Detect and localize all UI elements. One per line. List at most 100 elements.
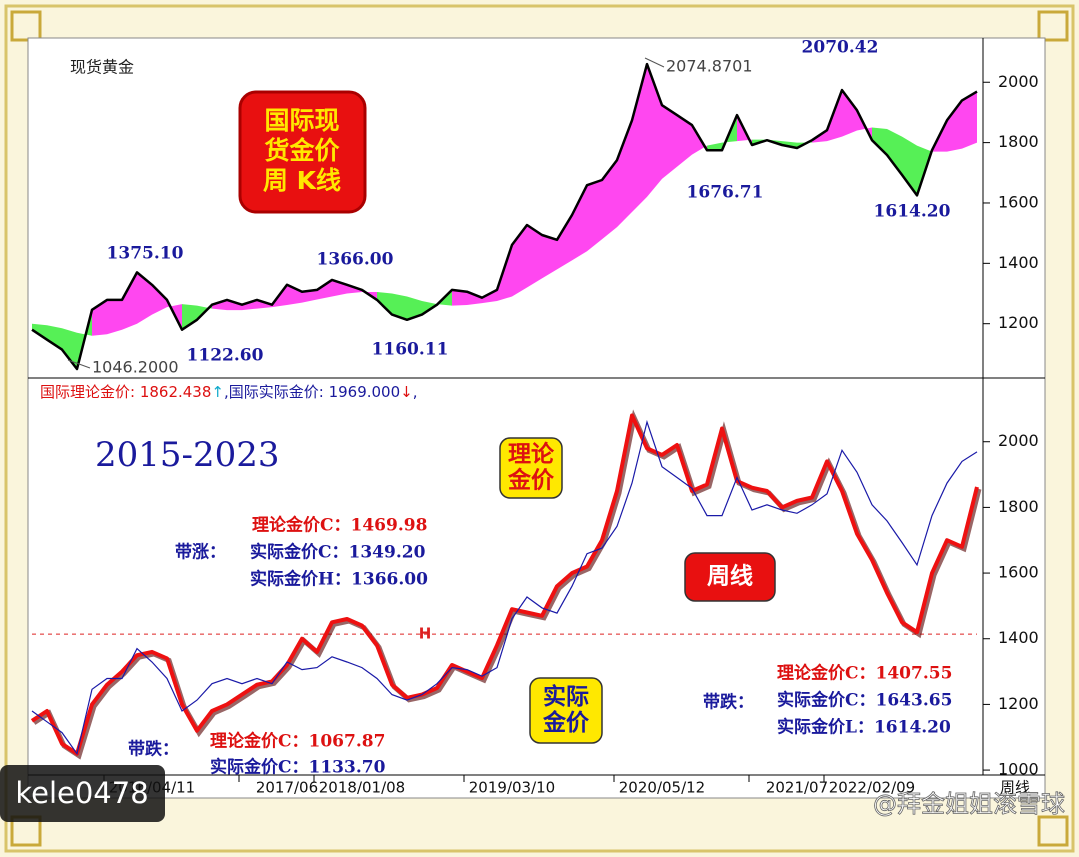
ma-fill: [842, 90, 857, 137]
note: 带涨：: [175, 542, 226, 563]
note: 带跌：: [128, 739, 179, 760]
badge-text: 周线: [707, 563, 753, 590]
ma-fill: [92, 299, 107, 336]
ma-fill: [32, 323, 47, 340]
badge-text: 国际现: [264, 106, 339, 135]
frame: [4, 4, 1075, 853]
y-tick-label: 2000: [998, 72, 1039, 91]
x-tick-label: 2021/07: [766, 779, 828, 797]
badge-text: 理论: [508, 441, 555, 468]
badge: [684, 552, 776, 602]
x-tick-label: 2020/05/12: [619, 779, 705, 797]
x-tick-label: 2017/06: [256, 779, 318, 797]
annotation: 1676.71: [687, 183, 764, 203]
chart-panel: [27, 37, 1046, 799]
ma-fill: [392, 293, 407, 320]
ma-fill: [302, 289, 317, 303]
y-tick-label: 1600: [998, 192, 1039, 211]
ma-fill: [317, 279, 332, 300]
ma-fill: [152, 284, 167, 315]
header-part: ↓: [400, 383, 413, 401]
ma-fill: [887, 129, 902, 175]
subtitle: 2015-2023: [95, 435, 280, 475]
ma-fill: [377, 292, 392, 315]
leader-line: [644, 57, 665, 68]
h-line-label: H: [419, 625, 432, 643]
y-tick-label: 1800: [998, 497, 1039, 516]
note: 实际金价L：1614.20: [777, 717, 951, 738]
y-tick-label: 1200: [998, 313, 1039, 332]
ma-fill: [467, 291, 482, 305]
ma-fill: [677, 115, 692, 167]
annotation: 1614.20: [874, 202, 951, 222]
ma-fill: [707, 142, 722, 151]
note: 实际金价H：1366.00: [250, 569, 428, 590]
note: 理论金价C：1407.55: [777, 663, 952, 684]
annotation: 1366.00: [317, 250, 394, 270]
y-tick-label: 1800: [998, 132, 1039, 151]
ma-fill: [182, 304, 197, 330]
x-tick-label: 2019/03/10: [469, 779, 555, 797]
annotation: 1046.2000: [92, 358, 179, 377]
y-tick-label: 1200: [998, 694, 1039, 713]
y-tick-label: 1400: [998, 253, 1039, 272]
annotation: 1375.10: [107, 244, 184, 264]
note: 理论金价C：1067.87: [210, 731, 385, 752]
x-tick-label: 2022/02/09: [829, 779, 915, 797]
annotation: 2074.8701: [666, 57, 753, 76]
corner: [10, 10, 42, 42]
ma-fill: [557, 215, 572, 270]
note: 理论金价C：1469.98: [252, 515, 427, 536]
ma-fill: [902, 136, 917, 196]
y-tick-label: 2000: [998, 431, 1039, 450]
actual-line: [31, 419, 978, 756]
corner: [1037, 815, 1069, 847]
leader-line: [67, 359, 91, 369]
ma-fill: [872, 127, 887, 155]
badge: [238, 90, 367, 214]
ma-fill: [227, 299, 242, 311]
y-tick-label: 1600: [998, 563, 1039, 582]
ma-fill: [602, 160, 617, 240]
badge: [529, 677, 603, 744]
header: 国际理论金价: 1862.438↑,国际实际金价: 1969.000↓,: [40, 383, 418, 401]
ma-fill: [107, 299, 122, 335]
header-part: ,国际实际金价: 1969.000: [224, 383, 400, 401]
note: 实际金价C：1643.65: [777, 690, 952, 711]
ma-fill: [632, 64, 647, 213]
note: 实际金价C：1349.20: [250, 542, 426, 563]
ma-fill: [122, 272, 137, 330]
badge-text: 金价: [507, 467, 555, 494]
ma-fill: [617, 120, 632, 228]
annotation: 1160.11: [372, 340, 449, 360]
ma-fill: [452, 289, 467, 306]
ma-fill: [62, 328, 77, 369]
x-axis-label: 周线: [1000, 779, 1030, 797]
watermark-user: kele0478: [15, 776, 148, 810]
y-tick-label: 1000: [998, 760, 1039, 779]
ma-fill: [47, 325, 62, 350]
ma-fill: [662, 105, 677, 179]
corner: [1037, 10, 1069, 42]
annotation: 1122.60: [187, 346, 264, 366]
ma-fill: [137, 272, 152, 324]
ma-fill: [407, 296, 422, 320]
ma-fill: [287, 284, 302, 305]
ma-fill: [572, 185, 587, 261]
badge-text: 实际: [543, 683, 589, 710]
watermark-box: [0, 765, 165, 822]
x-tick-label: 2018/01/08: [319, 779, 405, 797]
theory-line: [30, 413, 979, 756]
chart-title: 现货黄金: [70, 58, 134, 77]
ma-fill: [242, 299, 257, 311]
ma-fill: [542, 234, 557, 279]
ma-fill: [962, 91, 977, 149]
header-part: ,: [413, 383, 418, 401]
badge-text: 货金价: [264, 136, 340, 165]
header-part: ↑: [211, 383, 224, 401]
badge-text: 金价: [542, 709, 590, 736]
header-part: 国际理论金价: 1862.438: [40, 383, 211, 401]
price-line: [31, 62, 978, 371]
badge-text: 周 K线: [263, 166, 341, 195]
